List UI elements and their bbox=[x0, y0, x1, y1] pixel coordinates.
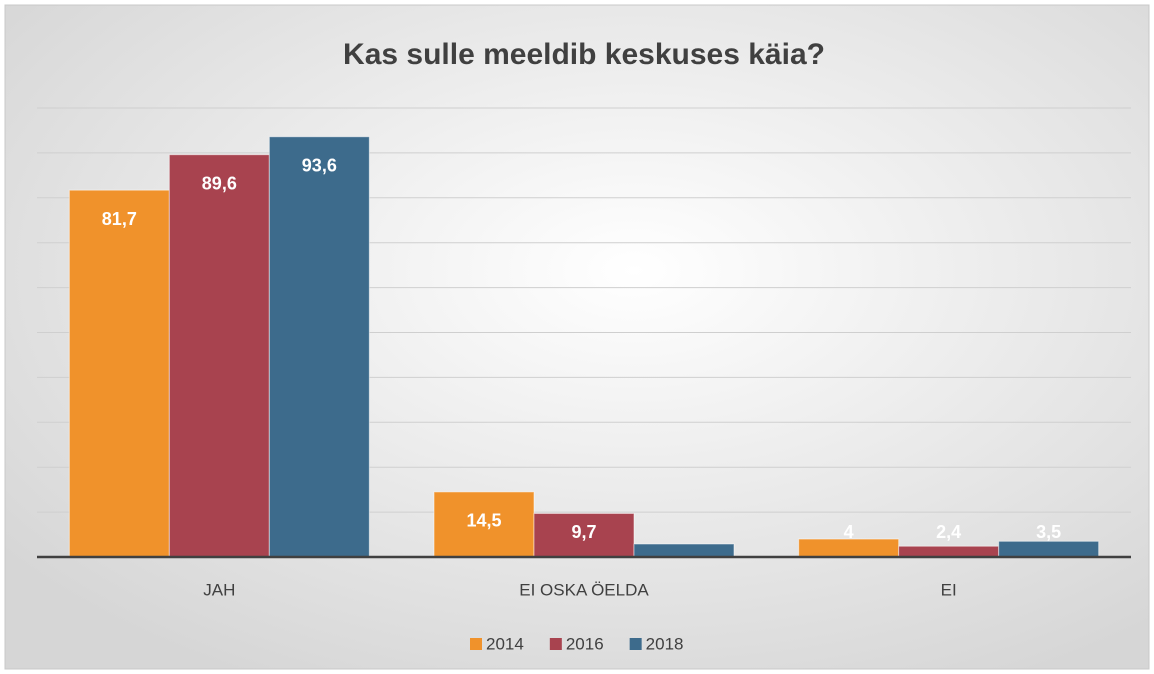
legend-label: 2016 bbox=[566, 634, 604, 653]
bar bbox=[898, 545, 1000, 558]
legend-swatch bbox=[629, 638, 642, 650]
chart-title: Kas sulle meeldib keskuses käia? bbox=[343, 38, 825, 71]
data-label: 89,6 bbox=[202, 173, 237, 193]
legend-label: 2014 bbox=[486, 634, 524, 653]
bar bbox=[168, 154, 270, 558]
bar bbox=[998, 540, 1100, 558]
data-label: 9,7 bbox=[571, 522, 596, 542]
data-label: 93,6 bbox=[302, 155, 337, 175]
data-label: 4 bbox=[844, 522, 854, 542]
legend-swatch bbox=[470, 638, 482, 650]
bar bbox=[68, 189, 170, 558]
bar bbox=[433, 491, 535, 558]
legend-swatch bbox=[549, 638, 562, 650]
bar bbox=[633, 543, 735, 558]
x-tick-label: JAH bbox=[203, 580, 235, 599]
x-tick-label: EI bbox=[941, 580, 957, 599]
data-label: 14,5 bbox=[466, 511, 501, 531]
data-label: 81,7 bbox=[102, 209, 137, 229]
bar bbox=[533, 512, 635, 558]
bar bbox=[268, 136, 370, 558]
legend-label: 2018 bbox=[646, 634, 684, 653]
data-label: 3,5 bbox=[1036, 522, 1061, 542]
x-tick-label: EI OSKA ÖELDA bbox=[519, 580, 649, 599]
data-label: 2,4 bbox=[936, 522, 961, 542]
